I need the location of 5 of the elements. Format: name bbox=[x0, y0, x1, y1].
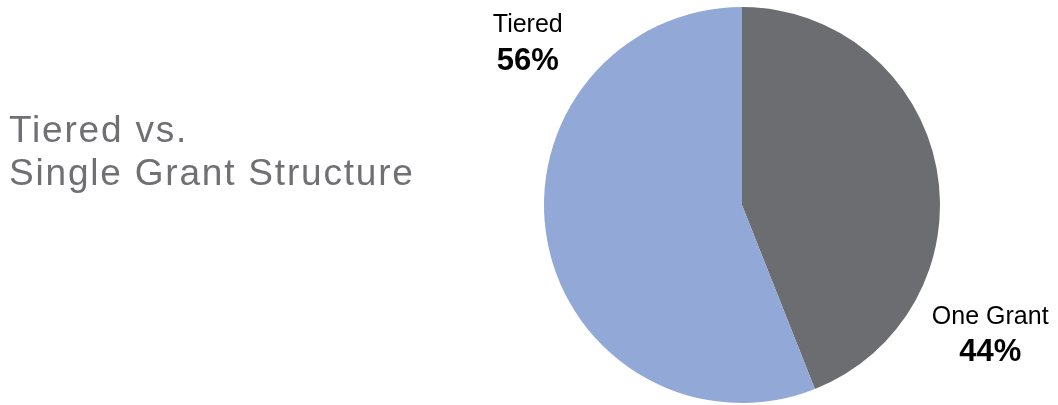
slice-label: Tiered bbox=[492, 9, 563, 38]
slice-label: One Grant bbox=[931, 300, 1049, 329]
data-label: 44% bbox=[959, 333, 1022, 369]
data-label: 56% bbox=[496, 41, 559, 77]
text: Tiered vs. Single Grant Structure bbox=[9, 108, 415, 194]
